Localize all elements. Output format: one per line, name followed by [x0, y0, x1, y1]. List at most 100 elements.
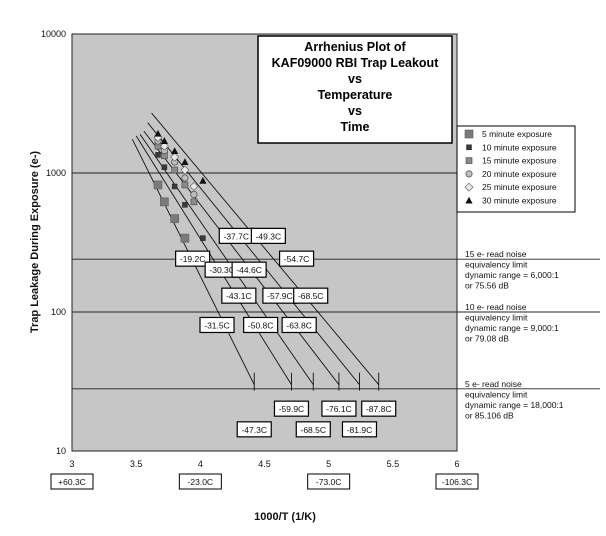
- temperature-axis-text: -73.0C: [316, 477, 342, 487]
- temperature-label-text: -54.7C: [284, 254, 310, 264]
- temperature-axis: +60.3C -23.0C -73.0C -106.3C: [50, 473, 479, 490]
- temperature-axis-text: -23.0C: [188, 477, 214, 487]
- reference-annotation-line: or 85.106 dB: [465, 410, 514, 420]
- temperature-label: -81.9C: [341, 421, 378, 438]
- data-point: [160, 137, 168, 144]
- legend-marker: [464, 182, 474, 192]
- fit-line: [139, 133, 314, 385]
- temperature-axis-label: -106.3C: [435, 473, 479, 490]
- temperature-label: -57.9C: [262, 287, 298, 304]
- x-tick-label: 3: [69, 459, 74, 469]
- temperature-axis-box: [435, 473, 479, 490]
- temperature-axis-text: -106.3C: [442, 477, 472, 487]
- x-tick-label: 6: [454, 459, 459, 469]
- legend-marker: [466, 144, 472, 151]
- y-tick-label: 10000: [41, 29, 66, 39]
- temperature-label: -87.8C: [361, 400, 397, 417]
- temperature-axis-box: [307, 473, 351, 490]
- temperature-label-box: [278, 250, 315, 267]
- title-line: KAF09000 RBI Trap Leakout: [272, 56, 440, 70]
- temperature-label-box: [361, 400, 397, 417]
- temperature-axis-label: +60.3C: [50, 473, 94, 490]
- fit-line: [147, 122, 360, 385]
- data-point: [181, 158, 189, 165]
- legend-label: 10 minute exposure: [482, 142, 557, 152]
- data-point: [181, 181, 189, 189]
- temperature-label-text: -68.5C: [301, 425, 327, 435]
- temperature-label-box: [175, 250, 211, 267]
- data-point: [161, 164, 168, 170]
- temperature-label: -59.9C: [273, 400, 310, 417]
- temperature-labels: -19.2C -37.7C -49.3C -54.7C -30.3C -44.6C -43.…: [175, 227, 397, 438]
- temperature-label-box: [295, 421, 331, 438]
- x-tick-label: 3.5: [130, 459, 143, 469]
- legend-marker: [464, 129, 474, 139]
- legend-label: 25 minute exposure: [482, 182, 557, 192]
- title-line: vs: [348, 104, 362, 118]
- temperature-label: -68.5C: [295, 421, 331, 438]
- data-point: [180, 233, 190, 243]
- data-points: [153, 129, 207, 264]
- reference-annotation-line: equivalency limit: [465, 260, 528, 270]
- data-point: [171, 183, 178, 190]
- reference-annotation-line: or 75.56 dB: [465, 281, 509, 291]
- x-axis-label: 1000/T (1/K): [254, 511, 316, 523]
- temperature-label-text: -37.7C: [224, 231, 250, 241]
- x-tick-label: 5.5: [387, 459, 400, 469]
- temperature-label-text: -57.9C: [267, 291, 293, 301]
- temperature-label-box: [281, 316, 317, 334]
- legend-label: 30 minute exposure: [482, 196, 557, 206]
- data-point: [170, 152, 180, 162]
- legend-marker: [465, 170, 473, 178]
- reference-lines: [72, 258, 600, 390]
- chart-title: Arrhenius Plot of KAF09000 RBI Trap Leako…: [257, 35, 453, 144]
- temperature-label-box: [273, 400, 310, 417]
- fit-line: [143, 130, 340, 385]
- reference-annotation-line: equivalency limit: [465, 313, 528, 323]
- reference-annotation-line: 10 e- read noise: [465, 302, 527, 312]
- temperature-axis-text: +60.3C: [58, 477, 86, 487]
- temperature-label: -37.7C: [218, 227, 254, 244]
- temperature-axis-label: -23.0C: [178, 473, 222, 490]
- temperature-axis-label: -73.0C: [307, 473, 351, 490]
- fit-line: [135, 135, 292, 385]
- temperature-label: -68.5C: [293, 287, 329, 304]
- data-point: [171, 166, 178, 174]
- temperature-label: -76.1C: [321, 400, 357, 417]
- temperature-label-text: -47.3C: [241, 425, 267, 435]
- data-point: [160, 197, 169, 207]
- temperature-label: -19.2C: [175, 250, 211, 267]
- temperature-axis-box: [50, 473, 94, 490]
- reference-annotation-line: dynamic range = 6,000:1: [465, 270, 559, 280]
- y-tick-label: 1000: [46, 168, 66, 178]
- temperature-label-box: [293, 287, 329, 304]
- data-point: [153, 180, 163, 190]
- legend-marker: [465, 196, 473, 204]
- temperature-label-text: -43.1C: [226, 291, 252, 301]
- legend-label: 15 minute exposure: [482, 156, 557, 166]
- temperature-label: -63.8C: [281, 316, 317, 334]
- data-point: [159, 141, 169, 151]
- axis-ticks: 3 3.5 4 4.5 5 5.5 6 10 100 1000 10000: [41, 29, 460, 469]
- temperature-label-box: [221, 287, 257, 304]
- temperature-label-text: -59.9C: [279, 404, 305, 414]
- data-point: [155, 152, 161, 158]
- data-point: [190, 198, 198, 206]
- legend-marker: [465, 157, 473, 164]
- data-point: [170, 214, 179, 223]
- temperature-label: -50.8C: [243, 316, 279, 334]
- legend: 5 minute exposure 10 minute exposure 15 mi…: [456, 125, 576, 213]
- temperature-label-text: -68.5C: [298, 291, 324, 301]
- data-point: [182, 202, 188, 208]
- data-point: [190, 190, 198, 199]
- temperature-label-text: -50.8C: [248, 320, 274, 330]
- x-tick-label: 4.5: [258, 459, 271, 469]
- temperature-label-box: [243, 316, 279, 334]
- title-line: Temperature: [318, 88, 393, 102]
- x-tick-label: 4: [198, 459, 203, 469]
- legend-label: 5 minute exposure: [482, 129, 552, 139]
- temperature-label-text: -63.8C: [286, 320, 312, 330]
- temperature-label-text: -44.6C: [236, 265, 262, 275]
